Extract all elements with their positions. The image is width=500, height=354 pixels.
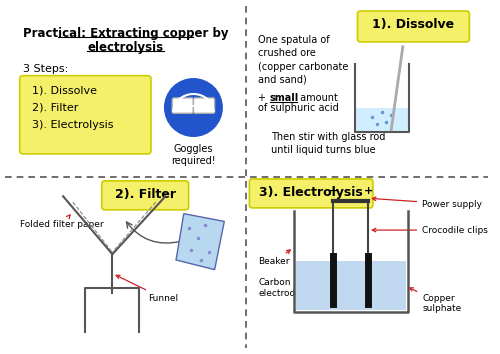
Text: 2). Filter: 2). Filter [114, 188, 176, 201]
Text: +: + [258, 93, 269, 103]
Text: Goggles
required!: Goggles required! [171, 144, 216, 166]
Text: small: small [270, 93, 299, 103]
FancyBboxPatch shape [172, 98, 194, 113]
Text: Carbon
electrodes: Carbon electrodes [258, 276, 330, 298]
FancyBboxPatch shape [102, 181, 188, 210]
Text: 3 Steps:: 3 Steps: [22, 64, 68, 74]
Polygon shape [296, 261, 406, 310]
FancyBboxPatch shape [20, 76, 151, 154]
Text: One spatula of
crushed ore
(copper carbonate
and sand): One spatula of crushed ore (copper carbo… [258, 35, 348, 85]
Text: +: + [364, 186, 372, 196]
Text: 1). Dissolve: 1). Dissolve [372, 18, 454, 31]
Text: −: − [328, 186, 338, 196]
Text: Crocodile clips: Crocodile clips [372, 225, 488, 235]
Text: 3). Electrolysis: 3). Electrolysis [32, 120, 114, 130]
Text: Practical: Extracting copper by: Practical: Extracting copper by [23, 27, 229, 40]
FancyBboxPatch shape [358, 11, 470, 42]
Text: electrolysis: electrolysis [88, 41, 164, 54]
Text: amount: amount [296, 93, 338, 103]
Text: Funnel: Funnel [116, 275, 178, 303]
Text: 3). Electrolysis: 3). Electrolysis [260, 186, 363, 199]
Text: Beaker: Beaker [258, 250, 290, 267]
Polygon shape [176, 214, 224, 270]
Text: Copper
sulphate: Copper sulphate [410, 288, 462, 313]
Circle shape [162, 77, 224, 138]
Text: Folded filter paper: Folded filter paper [20, 215, 103, 229]
FancyBboxPatch shape [250, 179, 373, 208]
Text: 2). Filter: 2). Filter [32, 103, 78, 113]
Text: Power supply: Power supply [372, 197, 482, 209]
Text: Then stir with glass rod
until liquid turns blue: Then stir with glass rod until liquid tu… [270, 132, 385, 155]
FancyBboxPatch shape [194, 98, 214, 113]
Text: 1). Dissolve: 1). Dissolve [32, 85, 98, 95]
Polygon shape [356, 108, 408, 131]
Text: of sulphuric acid: of sulphuric acid [258, 103, 339, 113]
